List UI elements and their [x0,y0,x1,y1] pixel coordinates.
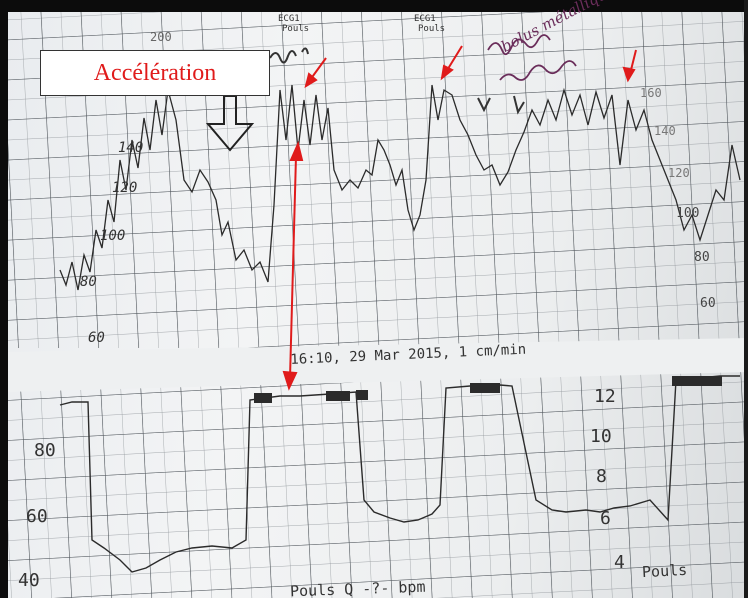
marker-band [470,383,500,393]
red-arrowhead [304,72,318,89]
red-arrowhead [440,64,454,81]
photo-border-top [0,0,748,12]
red-arrowhead [622,66,636,83]
photo-border-left [0,0,8,598]
lower-right-6: 6 [600,508,611,529]
lower-scale-80: 80 [34,440,56,461]
red-arrowhead [282,370,298,391]
fhr-trace [59,84,741,291]
channel-label-2: ECG1 [414,14,436,24]
lower-scale-60: 60 [26,506,48,527]
red-arrows [282,45,637,391]
handwriting-purple [487,34,577,81]
marker-band [326,391,350,401]
red-arrowhead [289,140,304,161]
right-scale-60: 60 [700,296,716,311]
photo-border-right [744,0,748,598]
small-arrow-handdrawn [477,97,491,113]
small-arrow-handdrawn [513,95,525,115]
upper-scale-60: 60 [88,330,105,346]
lower-right-12: 12 [594,386,616,407]
channel-sub-1: Pouls [282,24,310,34]
lower-right-8: 8 [596,466,607,487]
upper-scale-100: 100 [100,228,126,244]
red-double-arrow [289,155,297,379]
annotation-box: Accélération [40,50,270,96]
upper-scale-200: 200 [150,30,172,44]
upper-scale-120: 120 [112,180,138,196]
annotation-label: Accélération [93,59,217,86]
lower-right-10: 10 [590,426,612,447]
marker-band [672,376,722,386]
hand-drawn-arrow [205,95,255,152]
channel-sub-2: Pouls [418,24,446,34]
toco-trace [59,375,740,573]
right-scale-140: 140 [654,124,676,138]
channel-label-1: ECG1 [278,14,300,24]
lower-scale-40: 40 [18,570,40,591]
marker-band [356,390,368,400]
right-scale-160: 160 [640,86,662,100]
bottom-pouls-right: Pouls [641,560,688,582]
marker-band [254,393,272,403]
upper-scale-80: 80 [80,274,97,290]
right-scale-120: 120 [668,166,690,180]
upper-scale-140: 140 [118,140,144,156]
handwriting-scribble [269,47,309,64]
separator-band [6,338,748,392]
bottom-pouls-bpm: Pouls Q -?- bpm [289,577,426,598]
right-scale-100: 100 [676,206,700,221]
lower-right-4: 4 [614,552,625,573]
right-scale-80: 80 [694,250,710,265]
lower-grid-major [6,372,748,598]
